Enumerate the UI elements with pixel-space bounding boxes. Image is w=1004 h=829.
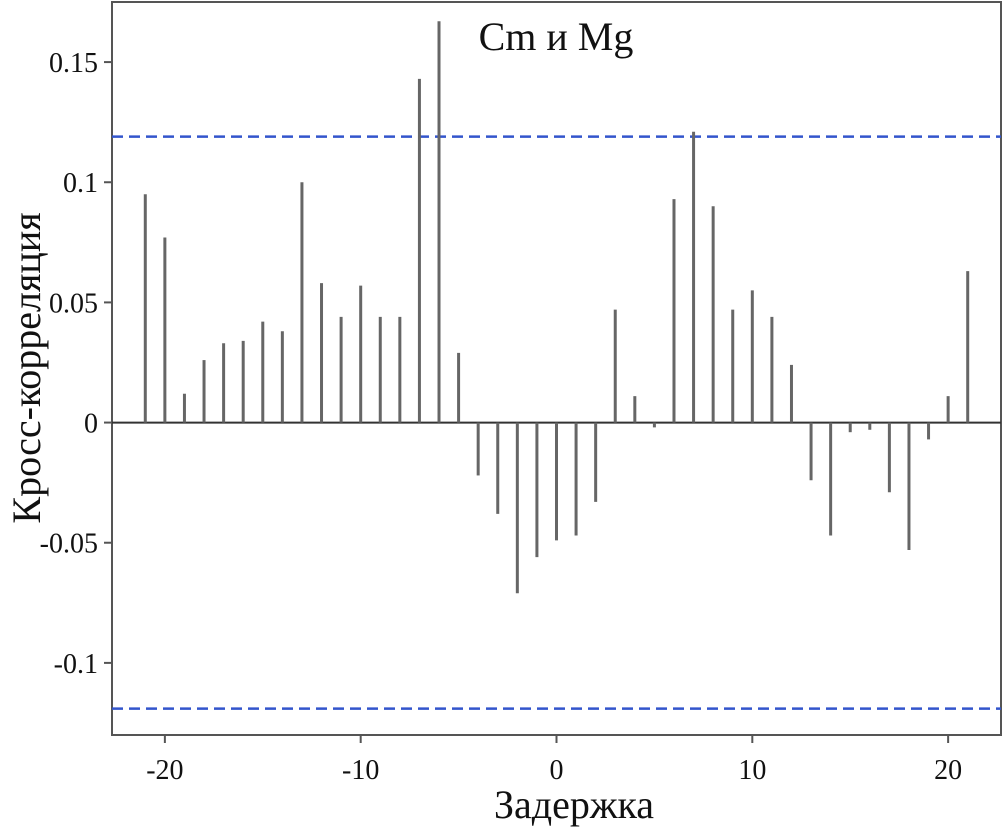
- confidence-bounds: [112, 135, 1001, 710]
- x-tick-label: -10: [342, 755, 379, 786]
- y-tick-label: 0: [84, 409, 98, 440]
- y-axis: 0.15 0.1 0.05 0 -0.05 -0.1: [40, 48, 112, 680]
- chart-title: Cm и Mg: [479, 14, 634, 59]
- y-tick-label: -0.1: [54, 649, 98, 680]
- x-axis-title: Задержка: [494, 782, 654, 827]
- y-tick-label: 0.1: [63, 168, 98, 199]
- y-tick-label: -0.05: [40, 529, 98, 560]
- x-tick-label: 0: [550, 755, 564, 786]
- plot-frame: [111, 1, 1002, 736]
- y-axis-title: Кросс-корреляция: [4, 212, 49, 523]
- x-tick-label: 10: [738, 755, 766, 786]
- x-tick-label: -20: [146, 755, 183, 786]
- y-tick-label: 0.05: [49, 288, 98, 319]
- bars: [143, 21, 970, 594]
- x-axis: -20 -10 0 10 20: [146, 735, 962, 786]
- x-tick-label: 20: [934, 755, 962, 786]
- y-tick-label: 0.15: [49, 48, 98, 79]
